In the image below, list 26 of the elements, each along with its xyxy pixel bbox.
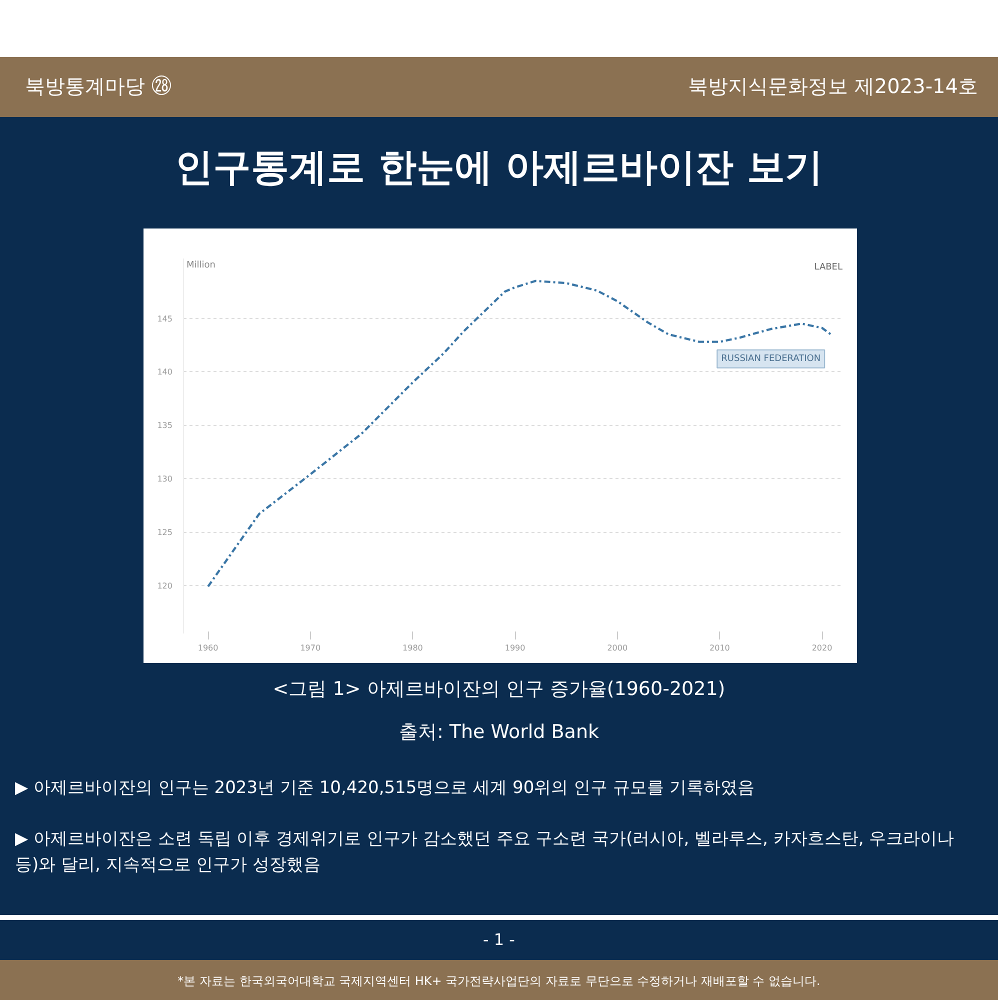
chart-title: 인구통계로 한눈에 아제르바이잔 보기: [175, 144, 823, 191]
y-tick-label: 135: [157, 421, 173, 430]
y-tick-label: 145: [157, 314, 173, 324]
y-tick-label: 125: [157, 528, 173, 538]
x-tick-label: 1970: [300, 644, 321, 652]
text: 북방지식문화정보 제2023-14호: [688, 73, 978, 100]
x-tick-label: 2000: [607, 644, 628, 652]
x-tick-label: 1990: [504, 644, 526, 652]
y-tick-label: 130: [157, 474, 173, 484]
text: ▶ 아제르바이잔은 소련 독립 이후 경제위기로 인구가 감소했던 주요 구소련 국가(러시아, 벨라루스, 카자흐스탄, 우크라이나 등)와 달리, 지속적으로 인구가 성장했음: [15, 829, 954, 874]
x-tick-label: 2020: [812, 644, 832, 652]
text: *본 자료는 한국외국어대학교 국제지역센터 HK+ 국가전략사업단의 자료로 무단으로 수정하거나 재배포할 수 없습니다.: [178, 973, 820, 990]
x-tick-label: 1960: [198, 644, 218, 652]
annotation: LABEL: [814, 262, 843, 272]
line-series: [206, 280, 834, 588]
x-tick-label: 1980: [402, 644, 423, 652]
y-tick-label: 120: [157, 581, 173, 590]
text: ▶ 아제르바이잔의 인구는 2023년 기준 10,420,515명으로 세계 90위의 인구 규모를 기록하였음: [15, 778, 754, 798]
text: - 1 -: [483, 929, 515, 951]
y-tick-label: 140: [157, 368, 173, 377]
y-axis-title: Million: [186, 260, 216, 270]
text: <그림 1> 아제르바이잔의 인구 증가율(1960-2021): [272, 678, 726, 700]
series-label: RUSSIAN FEDERATION: [721, 354, 821, 364]
x-tick-label: 2010: [710, 644, 730, 652]
text: 북방통계마당 ㉘: [25, 73, 172, 100]
source-note: 출처: The World Bank: [398, 720, 599, 744]
